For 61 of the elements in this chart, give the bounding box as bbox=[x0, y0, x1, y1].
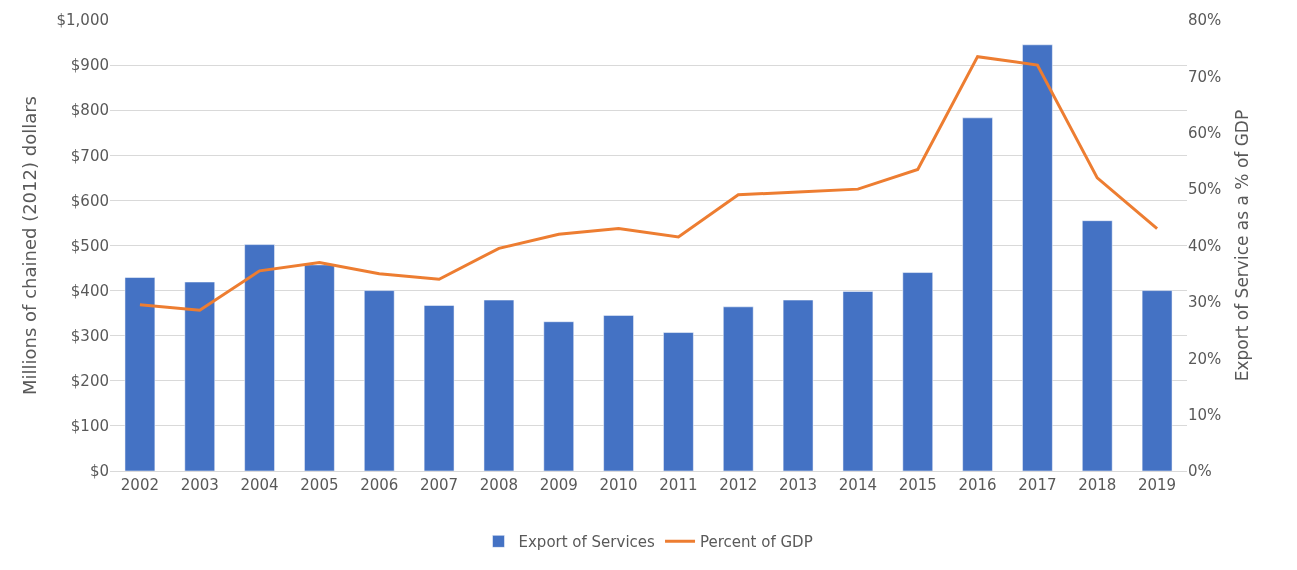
y-tick-label: $0 bbox=[89, 462, 109, 481]
y2-tick-label: 60% bbox=[1188, 124, 1222, 142]
bar bbox=[124, 277, 156, 471]
y-axis-title: Millions of chained (2012) dollars bbox=[18, 96, 40, 395]
bar bbox=[663, 332, 694, 471]
y-tick-label: $500 bbox=[70, 236, 109, 255]
y-tick-label: $1,000 bbox=[56, 11, 109, 30]
bar bbox=[364, 290, 395, 471]
x-tick-label: 2013 bbox=[778, 476, 818, 494]
bar bbox=[723, 306, 754, 471]
y2-axis-title: Export of Service as a % of GDP bbox=[1231, 109, 1252, 382]
bar bbox=[304, 264, 335, 471]
bar bbox=[1141, 290, 1173, 471]
y-tick-label: $700 bbox=[70, 146, 109, 165]
x-tick-label: 2019 bbox=[1137, 476, 1177, 494]
x-tick-label: 2005 bbox=[300, 476, 339, 494]
x-tick-label: 2015 bbox=[898, 476, 937, 494]
x-tick-label: 2018 bbox=[1078, 476, 1117, 494]
legend-label: Export of Services bbox=[518, 533, 656, 552]
y2-tick-label: 30% bbox=[1188, 293, 1222, 312]
bar bbox=[1082, 220, 1113, 471]
x-tick-label: 2009 bbox=[539, 476, 578, 494]
bar bbox=[543, 321, 574, 471]
bar bbox=[603, 315, 634, 471]
x-tick-label: 2004 bbox=[240, 476, 279, 494]
x-tick-label: 2003 bbox=[180, 476, 219, 494]
x-tick-label: 2016 bbox=[958, 476, 997, 494]
y2-tick-label: 80% bbox=[1188, 11, 1222, 30]
y2-tick-label: 50% bbox=[1188, 180, 1222, 199]
bar bbox=[184, 281, 215, 471]
x-tick-label: 2014 bbox=[838, 476, 878, 494]
x-tick-label: 2017 bbox=[1018, 476, 1057, 494]
x-tick-label: 2008 bbox=[479, 476, 519, 494]
y-tick-label: $800 bbox=[70, 101, 109, 120]
y2-tick-label: 40% bbox=[1188, 236, 1222, 255]
y-tick-label: $900 bbox=[70, 56, 109, 75]
y2-tick-label: 10% bbox=[1188, 405, 1222, 424]
bar bbox=[842, 291, 874, 471]
legend-label: Percent of GDP bbox=[700, 533, 813, 552]
bar bbox=[244, 244, 275, 471]
x-tick-label: 2002 bbox=[120, 476, 160, 494]
bar bbox=[782, 299, 814, 471]
bar bbox=[902, 272, 933, 471]
y-tick-label: $300 bbox=[70, 326, 109, 345]
y2-tick-label: 70% bbox=[1188, 67, 1222, 86]
x-tick-label: 2007 bbox=[419, 476, 459, 494]
bar bbox=[423, 305, 455, 471]
y2-tick-label: 20% bbox=[1188, 349, 1222, 368]
x-tick-label: 2010 bbox=[599, 476, 638, 494]
y-tick-label: $200 bbox=[70, 372, 109, 391]
x-tick-label: 2006 bbox=[360, 476, 399, 494]
line-series bbox=[138, 55, 1159, 312]
y-tick-label: $600 bbox=[70, 191, 109, 210]
x-tick-label: 2012 bbox=[719, 476, 758, 494]
y-tick-label: $400 bbox=[70, 281, 109, 300]
bar bbox=[1022, 44, 1053, 471]
bar bbox=[962, 117, 993, 471]
y-tick-label: $100 bbox=[70, 417, 109, 436]
x-tick-label: 2011 bbox=[659, 476, 698, 494]
bar bbox=[483, 299, 515, 471]
y2-tick-label: 0% bbox=[1188, 462, 1212, 481]
